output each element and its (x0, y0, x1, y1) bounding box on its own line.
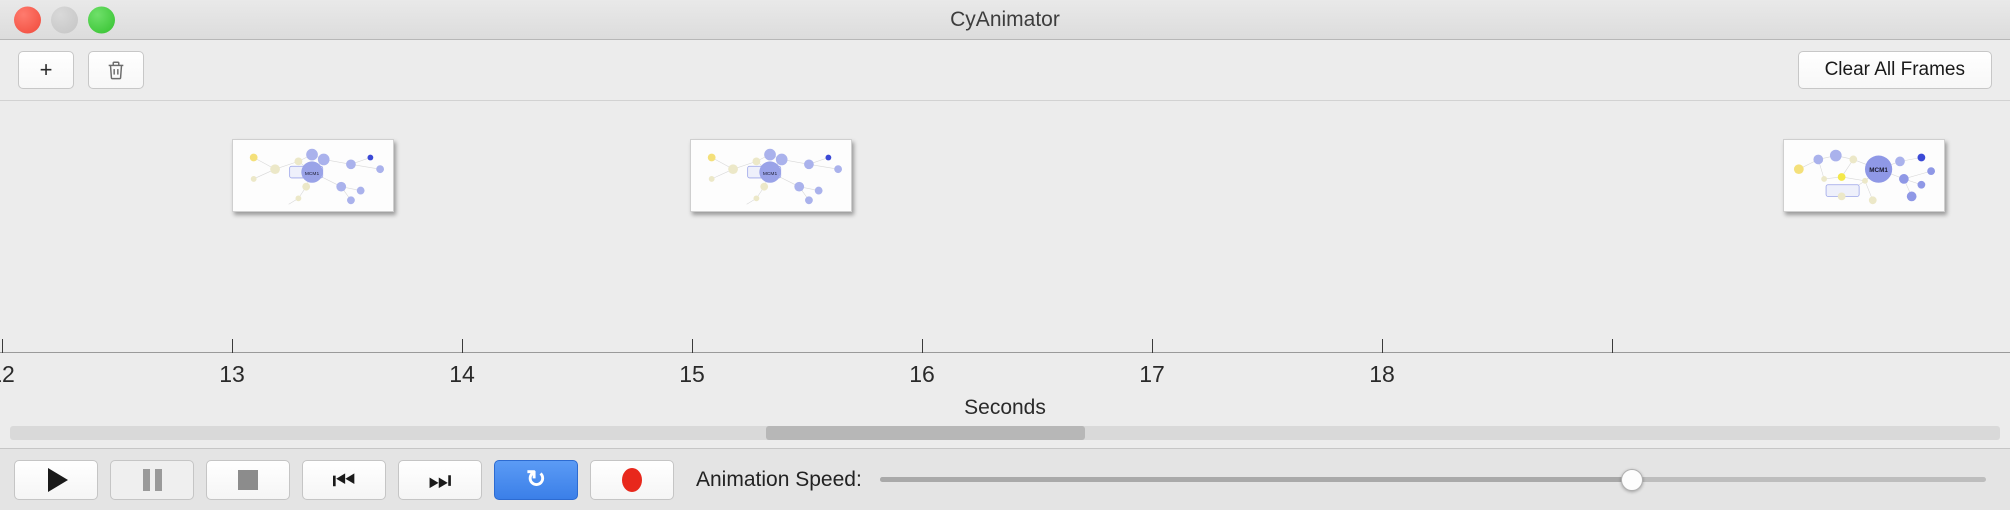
tick-label-18: 18 (1369, 361, 1395, 388)
svg-text:MCM1: MCM1 (1869, 167, 1888, 174)
record-icon (622, 468, 642, 492)
add-frame-button[interactable]: + (18, 51, 74, 89)
frame-thumbnail[interactable]: MCM1 (232, 139, 394, 212)
tick-label-16: 16 (909, 361, 935, 388)
timeline-ruler (0, 352, 2010, 353)
clear-all-frames-button[interactable]: Clear All Frames (1798, 51, 1992, 89)
animation-speed-handle[interactable] (1621, 469, 1643, 491)
animation-speed-label: Animation Speed: (696, 468, 862, 492)
loop-button[interactable]: ↻ (494, 460, 578, 500)
window-title: CyAnimator (0, 8, 2010, 32)
tick-label-14: 14 (449, 361, 475, 388)
play-icon (48, 468, 68, 492)
frame-thumbnail[interactable]: MCM1 (1783, 139, 1945, 212)
animation-speed-slider[interactable] (880, 460, 1986, 500)
seconds-axis-label: Seconds (964, 396, 1046, 420)
close-button[interactable] (14, 6, 41, 33)
toolbar: + Clear All Frames (0, 40, 2010, 100)
next-frame-button[interactable]: ⏭ (398, 460, 482, 500)
next-frame-icon: ⏭ (428, 467, 451, 493)
stop-button[interactable] (206, 460, 290, 500)
timeline-scrollbar-thumb[interactable] (766, 426, 1084, 440)
timeline-panel: MCM1 (0, 100, 2010, 448)
pause-button[interactable] (110, 460, 194, 500)
frame-thumbnail[interactable]: MCM1 (690, 139, 852, 212)
tick-label-17: 17 (1139, 361, 1165, 388)
svg-text:MCM1: MCM1 (305, 171, 320, 177)
previous-frame-button[interactable]: ⏮ (302, 460, 386, 500)
pause-icon (143, 469, 162, 491)
title-bar: CyAnimator (0, 0, 2010, 40)
minimize-button[interactable] (51, 6, 78, 33)
svg-text:MCM1: MCM1 (763, 171, 778, 177)
stop-icon (238, 470, 258, 490)
previous-frame-icon: ⏮ (332, 467, 355, 493)
timeline-scrollbar-track[interactable] (10, 426, 2000, 440)
delete-frame-button[interactable] (88, 51, 144, 89)
record-button[interactable] (590, 460, 674, 500)
tick-label-12: 12 (0, 361, 15, 388)
play-button[interactable] (14, 460, 98, 500)
tick-label-15: 15 (679, 361, 705, 388)
loop-icon: ↻ (526, 465, 546, 494)
tick-label-13: 13 (219, 361, 245, 388)
traffic-light-group (14, 6, 115, 33)
zoom-button[interactable] (88, 6, 115, 33)
cyanimator-window: CyAnimator + Clear All Frames (0, 0, 2010, 510)
playback-control-bar: ⏮ ⏭ ↻ Animation Speed: (0, 448, 2010, 510)
trash-icon (105, 59, 127, 81)
